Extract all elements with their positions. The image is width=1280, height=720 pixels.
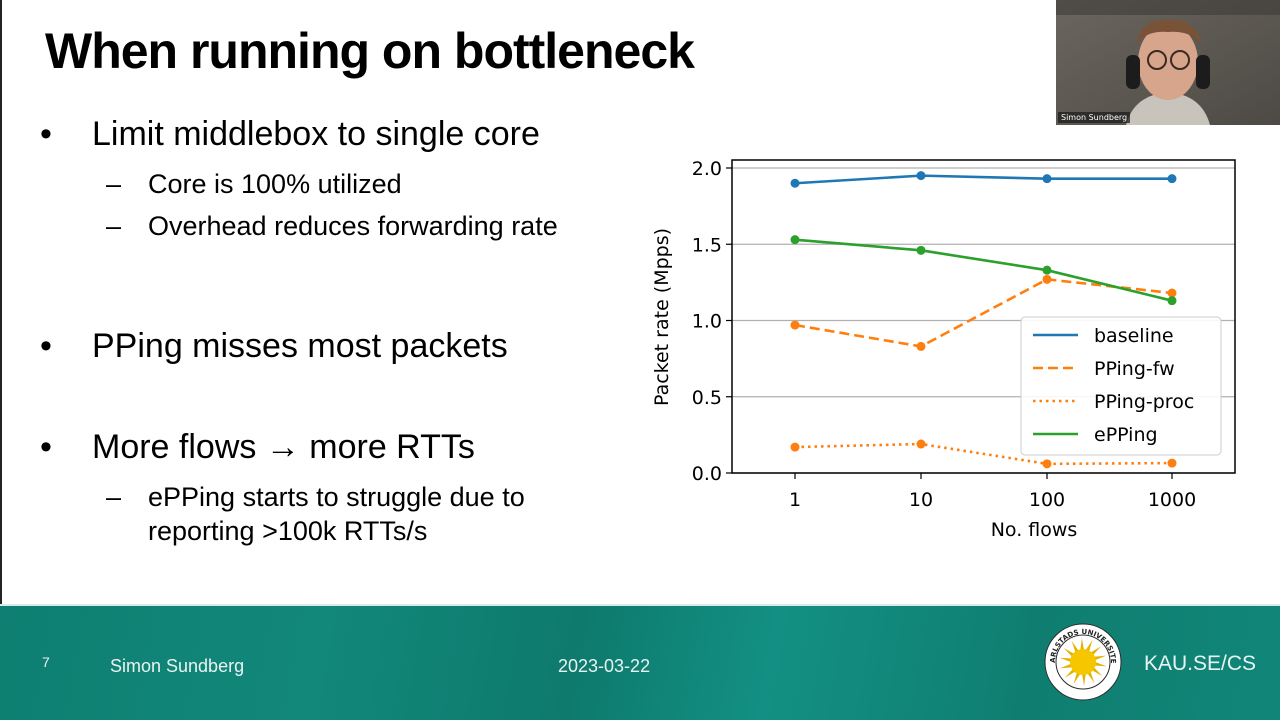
y-axis-label: Packet rate (Mpps) — [651, 228, 673, 406]
sub-bullet-item: – Core is 100% utilized — [40, 167, 630, 201]
legend-entry: PPing-proc — [1094, 391, 1194, 413]
sub-bullet-item: – Overhead reduces forwarding rate — [40, 209, 630, 279]
data-point — [916, 171, 926, 181]
data-point — [916, 341, 926, 351]
bullet-text: PPing misses most packets — [92, 327, 508, 365]
data-point — [790, 178, 800, 188]
data-point — [1167, 174, 1177, 184]
data-point — [790, 442, 800, 452]
x-tick-label: 1 — [789, 489, 801, 511]
bullet-glyph: • — [40, 115, 52, 153]
sub-bullet-glyph: – — [106, 482, 122, 512]
data-point — [1042, 459, 1052, 469]
legend-entry: PPing-fw — [1094, 358, 1175, 380]
y-tick-label: 1.5 — [692, 234, 722, 256]
slide-number: 7 — [42, 654, 50, 670]
slide-title: When running on bottleneck — [45, 23, 695, 79]
data-point — [916, 439, 926, 449]
participant-video-frame — [1056, 0, 1280, 125]
data-point — [1167, 296, 1177, 306]
y-tick-label: 1.0 — [692, 311, 722, 333]
slide-footer: 7 Simon Sundberg 2023-03-22 KARLSTADS UN… — [0, 606, 1280, 720]
data-point — [1042, 274, 1052, 284]
bullet-glyph: • — [40, 428, 52, 466]
x-axis-label: No. flows — [991, 519, 1078, 541]
sub-bullet-text: Core is 100% utilized — [148, 169, 402, 199]
bullet-text: Limit middlebox to single core — [92, 115, 540, 153]
y-axis-ticks: 0.0 0.5 1.0 1.5 2.0 — [692, 158, 732, 485]
y-tick-label: 2.0 — [692, 158, 722, 180]
x-tick-label: 100 — [1029, 489, 1065, 511]
chart-legend: baseline PPing-fw PPing-proc ePPing — [1020, 316, 1222, 456]
packet-rate-chart: 0.0 0.5 1.0 1.5 2.0 1 10 100 1000 No. flows Pac… — [651, 158, 1236, 541]
footer-date: 2023-03-22 — [558, 656, 651, 676]
sub-bullet-text: ePPing starts to struggle due to reporti… — [148, 482, 525, 546]
series-epping — [790, 235, 1177, 306]
sub-bullet-text: Overhead reduces forwarding rate — [148, 211, 558, 241]
sub-bullet-glyph: – — [106, 211, 122, 241]
series-baseline — [790, 171, 1177, 188]
legend-entry: baseline — [1094, 325, 1174, 347]
data-point — [1042, 265, 1052, 275]
participant-name-label: Simon Sundberg — [1058, 112, 1131, 123]
slide-left-border — [0, 0, 2, 606]
x-tick-label: 10 — [909, 489, 933, 511]
data-point — [790, 320, 800, 330]
y-tick-label: 0.0 — [692, 463, 722, 485]
data-point — [1042, 174, 1052, 184]
y-tick-label: 0.5 — [692, 387, 722, 409]
chart-series — [790, 171, 1177, 469]
sub-bullet-glyph: – — [106, 169, 122, 199]
data-point — [916, 245, 926, 255]
sub-bullet-item: – ePPing starts to struggle due to repor… — [40, 480, 640, 550]
x-tick-label: 1000 — [1148, 489, 1196, 511]
data-point — [790, 235, 800, 245]
footer-author: Simon Sundberg — [110, 656, 245, 676]
bullet-glyph: • — [40, 327, 52, 365]
bullet-text: More flows → more RTTs — [92, 428, 475, 466]
footer-divider — [0, 604, 1280, 607]
chart-frame — [731, 159, 1236, 474]
footer-site-link[interactable]: KAU.SE/CS — [1144, 652, 1257, 675]
university-logo-icon: KARLSTADS UNIVERSITET — [1043, 622, 1122, 701]
series-pping-proc — [790, 439, 1177, 469]
legend-entry: ePPing — [1094, 424, 1158, 446]
webcam-video[interactable]: Simon Sundberg — [1056, 0, 1280, 125]
data-point — [1167, 288, 1177, 298]
data-point — [1167, 458, 1177, 468]
x-axis-ticks: 1 10 100 1000 — [789, 473, 1196, 511]
